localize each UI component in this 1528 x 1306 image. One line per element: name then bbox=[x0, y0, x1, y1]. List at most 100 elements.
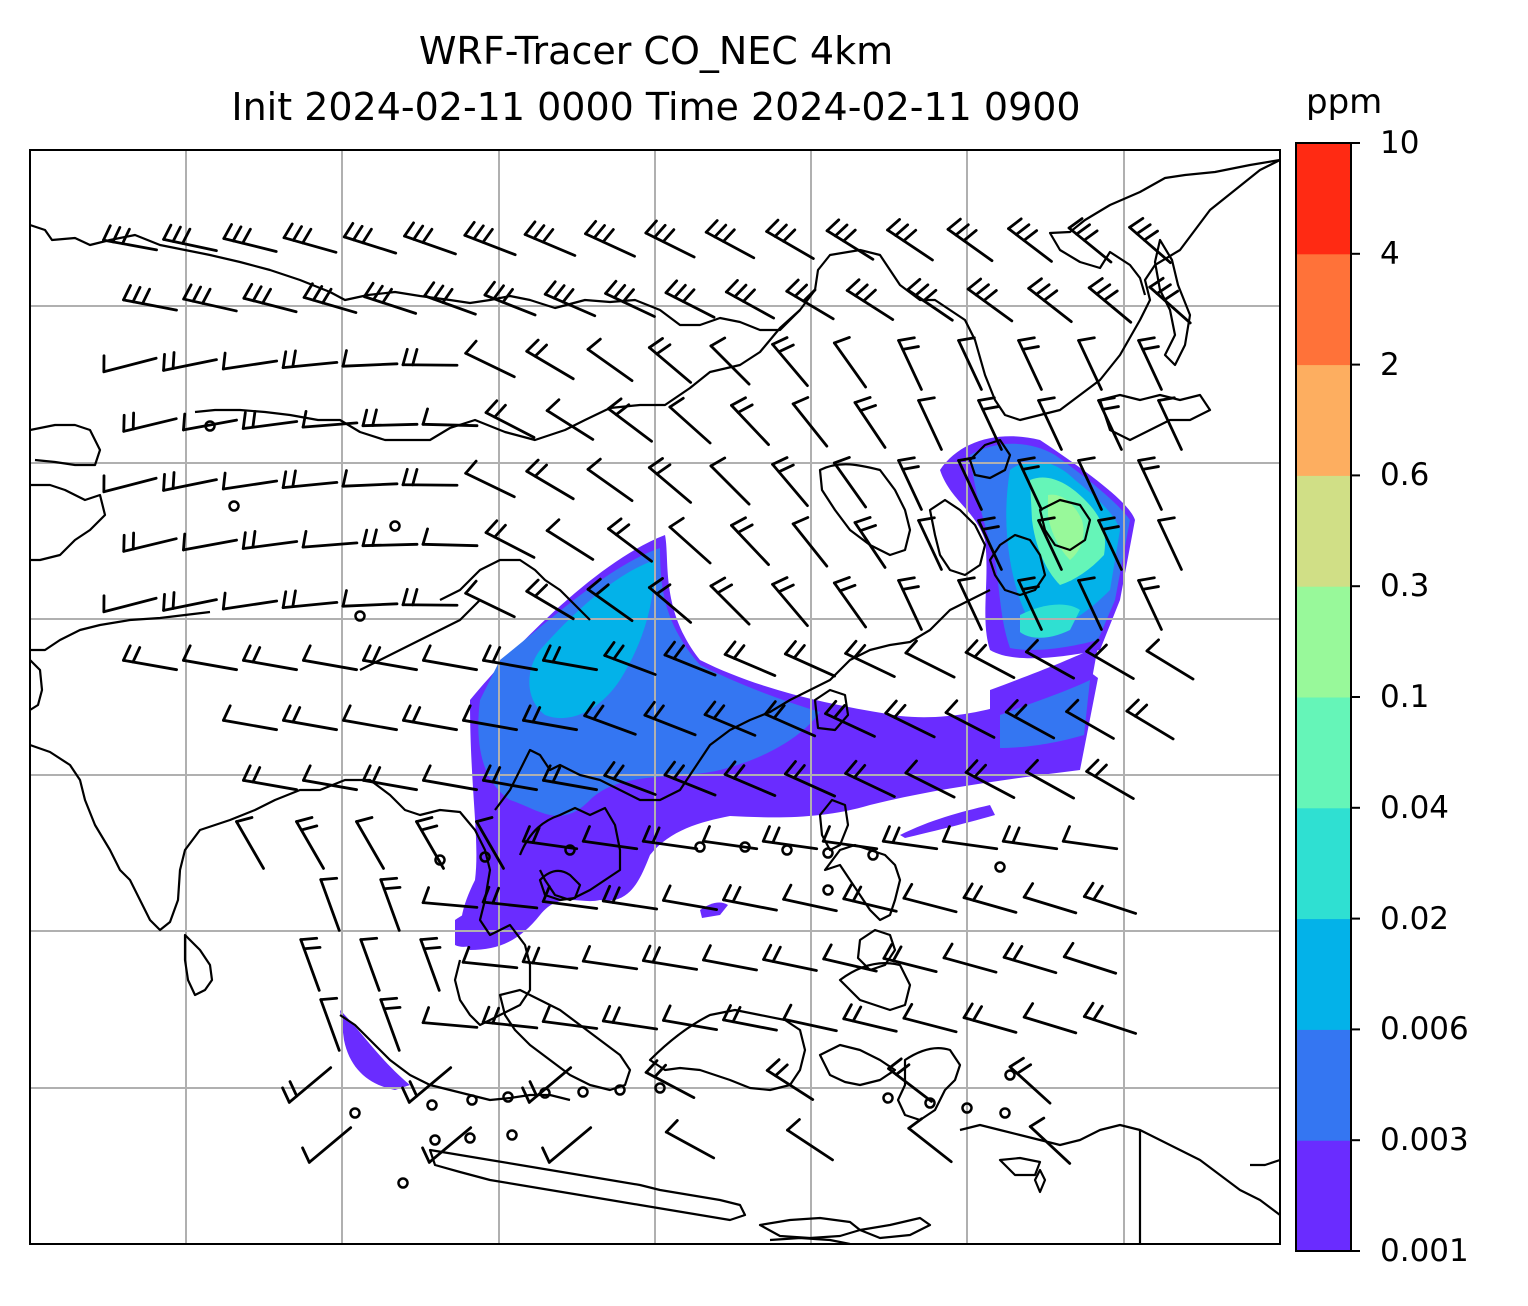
wind-barb bbox=[765, 1058, 815, 1101]
wind-barb bbox=[1037, 516, 1063, 571]
calm-wind-marker bbox=[867, 849, 879, 861]
wind-barb bbox=[484, 519, 536, 559]
calm-wind-marker bbox=[999, 1107, 1011, 1119]
wind-barb bbox=[791, 516, 829, 568]
coastline-segment bbox=[339, 1014, 571, 1102]
wind-barb bbox=[791, 396, 829, 448]
wind-barb bbox=[1137, 336, 1163, 391]
wind-barb bbox=[421, 1006, 479, 1029]
wind-barb bbox=[1017, 336, 1043, 391]
wind-barb bbox=[668, 396, 712, 445]
coastline-segment bbox=[896, 1046, 962, 1122]
wind-barb bbox=[1077, 336, 1103, 391]
wind-barb bbox=[1097, 516, 1123, 571]
wind-barb bbox=[521, 825, 579, 851]
coastline-segment bbox=[1033, 1168, 1047, 1194]
coastline-segment bbox=[858, 1216, 932, 1240]
wind-barb bbox=[421, 527, 479, 548]
wind-barb bbox=[607, 517, 653, 563]
wind-barb bbox=[765, 218, 815, 260]
wind-barb bbox=[586, 577, 634, 623]
calm-wind-marker bbox=[349, 1107, 361, 1119]
wind-barb bbox=[1128, 216, 1172, 265]
wind-barb bbox=[583, 701, 637, 736]
wind-barb bbox=[647, 337, 693, 384]
coastline-segment bbox=[928, 498, 987, 577]
calm-wind-marker bbox=[228, 500, 240, 512]
wind-barb bbox=[545, 518, 595, 561]
coastline-segment bbox=[856, 928, 897, 972]
wind-barb bbox=[1137, 576, 1163, 631]
colorbar-swatch bbox=[1296, 1029, 1351, 1141]
coastline-segment bbox=[194, 309, 801, 442]
wind-barb bbox=[462, 704, 518, 732]
wind-barb bbox=[421, 1126, 473, 1164]
wind-barb bbox=[241, 529, 299, 550]
coastline-segment bbox=[968, 438, 1012, 480]
colorbar-tick-label: 0.6 bbox=[1380, 457, 1430, 494]
coastline-segment bbox=[30, 610, 211, 652]
calm-wind-marker bbox=[466, 1094, 478, 1106]
wind-barb bbox=[401, 587, 459, 607]
wind-barb bbox=[401, 467, 459, 487]
colorbar-tick-label: 0.3 bbox=[1380, 568, 1430, 605]
calm-wind-marker bbox=[429, 1134, 441, 1146]
colorbar-swatch bbox=[1296, 364, 1351, 476]
colorbar-swatch bbox=[1296, 807, 1351, 920]
wind-barb bbox=[604, 279, 656, 318]
wind-barb bbox=[701, 825, 759, 851]
wind-barb bbox=[844, 639, 896, 678]
coastline-segment bbox=[813, 688, 850, 732]
wind-barb bbox=[542, 764, 598, 792]
plume-contour bbox=[478, 548, 820, 816]
wind-barb bbox=[1008, 1056, 1052, 1105]
colorbar-swatch bbox=[1296, 918, 1351, 1030]
wind-barb bbox=[301, 409, 359, 429]
wind-barb bbox=[941, 825, 999, 851]
colorbar-tick-label: 0.001 bbox=[1380, 1233, 1469, 1269]
wind-barb bbox=[521, 945, 579, 970]
wind-barb bbox=[1037, 396, 1063, 451]
wind-barb bbox=[222, 223, 278, 253]
wind-barb bbox=[545, 398, 595, 441]
calm-wind-marker bbox=[479, 851, 491, 863]
wind-barb bbox=[541, 1005, 599, 1030]
wind-barb bbox=[902, 1002, 958, 1034]
wind-barb bbox=[709, 456, 751, 506]
wind-barb bbox=[182, 283, 238, 313]
calm-wind-marker bbox=[506, 1129, 518, 1141]
wind-barb bbox=[1024, 639, 1076, 680]
map-frame bbox=[29, 149, 1281, 1245]
wind-barb bbox=[897, 576, 923, 631]
wind-barb bbox=[379, 996, 402, 1052]
wind-barb bbox=[644, 1059, 696, 1099]
calm-wind-marker bbox=[654, 1082, 666, 1094]
wind-barb bbox=[724, 279, 776, 320]
wind-barb bbox=[401, 1066, 453, 1104]
plume-contour bbox=[340, 1010, 410, 1090]
wind-barb bbox=[341, 589, 399, 608]
wind-barb bbox=[362, 764, 418, 792]
wind-barb bbox=[853, 516, 887, 569]
wind-barb bbox=[422, 764, 478, 792]
wind-barb bbox=[379, 876, 402, 932]
wind-barb bbox=[1148, 276, 1192, 325]
wind-barb bbox=[402, 704, 458, 732]
wind-barb bbox=[907, 1117, 953, 1164]
wind-barb bbox=[423, 281, 477, 316]
wind-barb bbox=[242, 764, 298, 792]
wind-barb bbox=[957, 456, 983, 511]
wind-barb bbox=[782, 1003, 838, 1033]
colorbar-tick-label: 0.1 bbox=[1380, 679, 1430, 715]
wind-barb bbox=[886, 218, 934, 262]
wind-barb bbox=[783, 640, 837, 678]
wind-barb bbox=[362, 644, 418, 672]
wind-barbs bbox=[102, 216, 1195, 1189]
wind-barb bbox=[281, 1066, 333, 1104]
wind-barb bbox=[162, 591, 218, 612]
wind-barb bbox=[762, 943, 818, 972]
wind-barb bbox=[906, 277, 954, 322]
calm-wind-marker bbox=[502, 1091, 514, 1103]
wind-barb bbox=[541, 1126, 593, 1164]
wind-barb bbox=[461, 945, 519, 970]
